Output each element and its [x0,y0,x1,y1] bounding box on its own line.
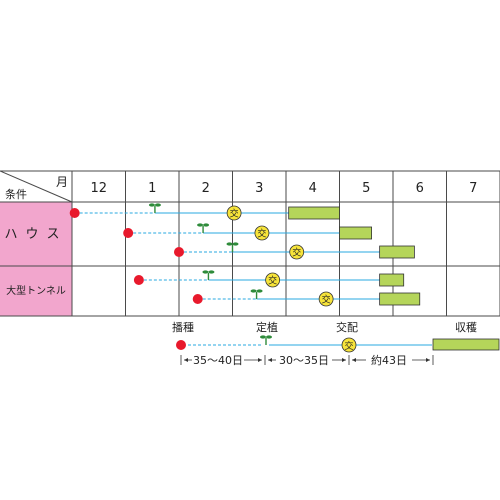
harvest-bar [379,245,415,259]
legend-sprout-icon [260,335,272,345]
legend: 播種 定植 交配 収穫 交 [172,320,500,367]
sprout-leaf [154,203,161,207]
pollination-mark: 交 [257,228,266,240]
corner-diagonal [0,170,73,203]
sprout-icon [250,289,263,299]
pollination-icon [318,291,334,307]
harvest-bar [339,226,372,240]
month-label: 12 [90,181,107,196]
sowing-dot [123,228,134,238]
month-grid [71,171,500,316]
month-label: 4 [309,181,317,196]
sowing-dot [69,208,80,218]
sowing-dot [174,247,184,257]
harvest-bar [379,273,405,287]
sprout-icon [197,223,210,233]
pollination-icon [254,225,270,241]
pollination-mark: 交 [292,247,301,259]
sowing-dot [133,275,144,285]
corner-condition-label: 条件 [5,187,27,201]
interval-arrow [342,358,346,362]
harvest-bar [288,206,340,220]
row-label-cell-tunnel [0,266,72,316]
interval-cross-to-harvest: 約43日 [371,353,407,367]
legend-harvest-label: 収穫 [455,321,477,334]
legend-cross-icon: 交 [341,337,357,353]
sprout-leaf [208,270,215,274]
legend-harvest-bar [432,338,500,351]
interval-arrow [258,358,262,362]
schedule-line: 交 [133,270,405,288]
schedule-line: 交 [69,203,340,221]
interval-arrow [352,358,356,362]
month-label: 7 [469,181,477,196]
pollination-icon [265,272,281,288]
interval-plant-to-cross: 30～35日 [279,354,329,367]
sprout-leaf [197,223,204,227]
row-label-house: ハウス [4,227,67,242]
sprout-leaf [203,223,210,227]
schedule-table: 月 条件 12 1 2 3 4 5 6 7 ハウス 大型トンネル [0,170,500,317]
legend-planting-label: 定植 [256,320,278,334]
interval-sow-to-plant: 35～40日 [193,354,243,367]
month-label: 2 [202,181,210,196]
schedule-line: 交 [192,289,421,307]
month-label: 6 [416,181,424,196]
sprout-leaf [148,203,155,207]
legend-pollination-label: 交配 [336,320,358,334]
month-labels: 12 1 2 3 4 5 6 7 [90,181,477,196]
legend-cross-mark: 交 [344,340,353,352]
schedule-line: 交 [174,242,415,260]
sprout-icon [148,203,161,213]
sprout-icon [202,270,215,280]
sprout-icon [226,242,239,252]
legend-sowing-dot [176,340,186,350]
month-label: 1 [148,181,156,196]
sprout-leaf [256,289,263,293]
legend-sowing-label: 播種 [172,320,194,334]
sprout-leaf [232,242,239,246]
month-label: 5 [362,181,370,196]
sprout-leaf [202,270,209,274]
harvest-bar [379,292,421,306]
row-label-tunnel: 大型トンネル [6,284,66,297]
pollination-mark: 交 [322,294,331,306]
schedule-line: 交 [123,223,372,241]
sowing-dot [192,294,203,304]
pollination-mark: 交 [268,275,277,287]
sprout-leaf [226,242,233,246]
pollination-icon [289,244,305,260]
month-label: 3 [255,181,263,196]
corner-month-label: 月 [56,175,68,189]
interval-arrow [268,358,272,362]
pollination-mark: 交 [230,208,239,220]
interval-arrow [184,358,188,362]
pollination-icon [226,205,242,221]
interval-arrow [426,358,430,362]
row-label-cell-house [0,202,72,266]
sprout-leaf [250,289,257,293]
